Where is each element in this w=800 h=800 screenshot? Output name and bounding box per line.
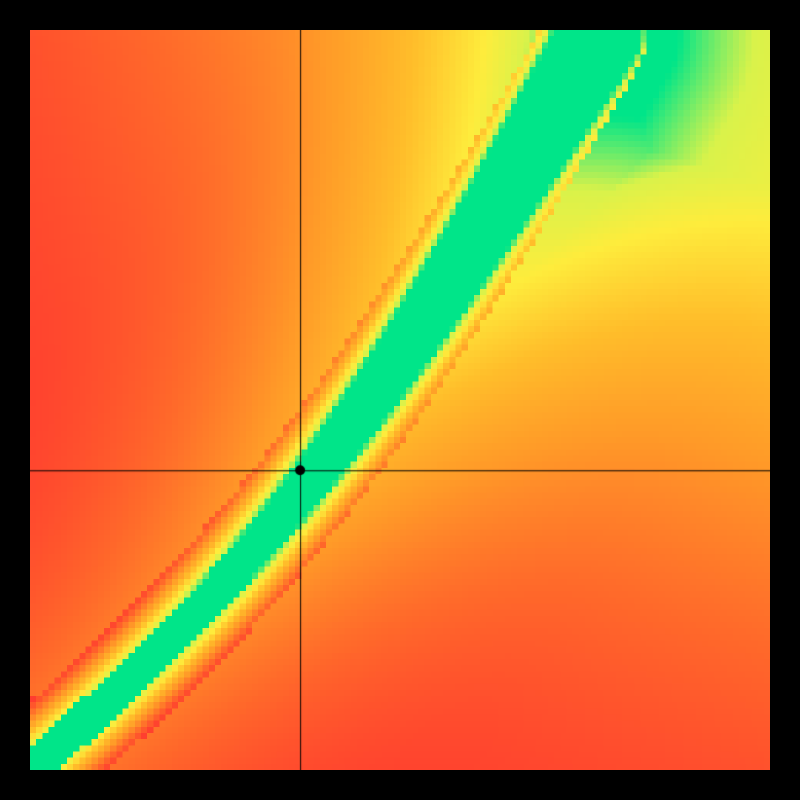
- crosshair-overlay: [30, 30, 770, 770]
- watermark-label: TheBottleneck.com: [562, 8, 764, 32]
